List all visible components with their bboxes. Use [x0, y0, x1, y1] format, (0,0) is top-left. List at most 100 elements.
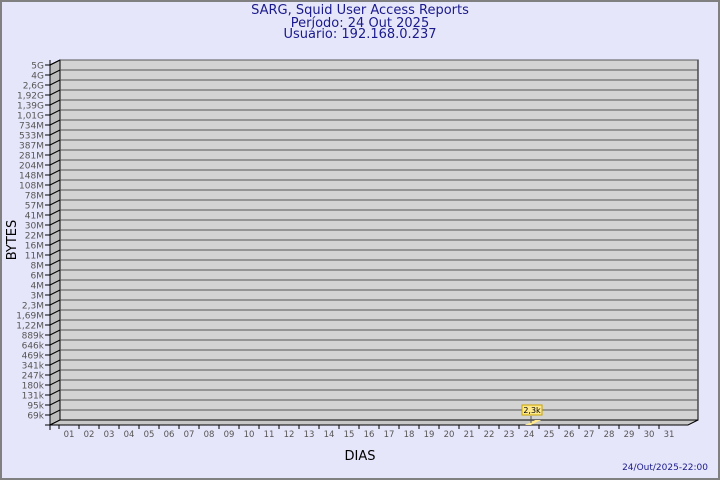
x-tick-label: 22 — [484, 430, 495, 440]
x-tick-label: 21 — [464, 430, 475, 440]
y-tick-label: 734M — [19, 122, 44, 132]
x-tick-label: 13 — [304, 430, 315, 440]
y-tick-connector — [49, 249, 61, 256]
x-tick-label: 18 — [404, 430, 415, 440]
data-label-box — [521, 404, 543, 416]
y-tick-label: 1,92G — [17, 92, 44, 102]
y-axis-label: BYTES — [5, 220, 20, 261]
y-tick-label: 889k — [22, 332, 45, 342]
y-tick-connector — [49, 309, 61, 316]
y-tick-connector — [49, 79, 61, 86]
y-tick-label: 78M — [25, 192, 44, 202]
y-tick-label: 646k — [22, 342, 45, 352]
y-tick-connector — [49, 69, 61, 76]
y-tick-connector — [49, 259, 61, 266]
y-tick-label: 16M — [25, 242, 44, 252]
chart-user: Usuário: 192.168.0.237 — [283, 27, 437, 42]
bar-day-24 — [525, 420, 541, 425]
y-tick-label: 131k — [22, 392, 45, 402]
x-tick-label: 05 — [144, 430, 155, 440]
y-tick-connector — [49, 349, 61, 356]
y-tick-connector — [49, 389, 61, 396]
x-tick-label: 12 — [284, 430, 295, 440]
x-tick-label: 19 — [424, 430, 435, 440]
y-tick-connector — [49, 339, 61, 346]
y-tick-label: 3M — [31, 292, 45, 302]
y-tick-connector — [49, 179, 61, 186]
y-tick-connector — [49, 169, 61, 176]
timestamp: 24/Out/2025-22:00 — [622, 463, 708, 473]
y-tick-label: 2,6G — [23, 82, 44, 92]
x-tick-label: 03 — [104, 430, 115, 440]
y-tick-connector — [49, 119, 61, 126]
y-tick-connector — [49, 229, 61, 236]
x-tick-label: 04 — [124, 430, 135, 440]
plot-floor — [49, 419, 699, 426]
y-tick-connector — [49, 139, 61, 146]
y-tick-connector — [49, 289, 61, 296]
y-tick-label: 180k — [22, 382, 45, 392]
x-tick-label: 31 — [664, 430, 675, 440]
y-tick-label: 30M — [25, 222, 44, 232]
y-tick-label: 281M — [19, 152, 44, 162]
y-tick-label: 41M — [25, 212, 44, 222]
x-tick-label: 15 — [344, 430, 355, 440]
y-tick-connector — [49, 199, 61, 206]
y-tick-connector — [49, 399, 61, 406]
x-tick-label: 01 — [64, 430, 75, 440]
x-tick-label: 11 — [264, 430, 275, 440]
y-tick-connector — [49, 59, 61, 66]
y-tick-label: 148M — [19, 172, 44, 182]
y-tick-connector — [49, 239, 61, 246]
y-tick-connector — [49, 369, 61, 376]
y-tick-label: 6M — [31, 272, 45, 282]
y-tick-label: 8M — [31, 262, 45, 272]
x-tick-label: 28 — [604, 430, 615, 440]
y-tick-label: 57M — [25, 202, 44, 212]
y-tick-label: 1,22M — [16, 322, 44, 332]
x-axis-label: DIAS — [345, 449, 376, 464]
y-tick-label: 247k — [22, 372, 45, 382]
x-tick-label: 29 — [624, 430, 635, 440]
y-tick-label: 1,69M — [16, 312, 44, 322]
x-tick-label: 25 — [544, 430, 555, 440]
y-tick-label: 469k — [22, 352, 45, 362]
y-tick-connector — [49, 109, 61, 116]
y-tick-label: 1,01G — [17, 112, 44, 122]
y-tick-label: 4M — [31, 282, 45, 292]
y-tick-connector — [49, 219, 61, 226]
y-tick-label: 11M — [25, 252, 44, 262]
data-label: 2,3k — [523, 406, 541, 415]
y-tick-connector — [49, 89, 61, 96]
x-tick-label: 07 — [184, 430, 195, 440]
x-tick-label: 16 — [364, 430, 375, 440]
y-tick-label: 533M — [19, 132, 44, 142]
x-tick-label: 09 — [224, 430, 235, 440]
y-tick-label: 5G — [31, 62, 44, 72]
x-tick-label: 23 — [504, 430, 515, 440]
y-tick-connector — [49, 279, 61, 286]
y-tick-label: 204M — [19, 162, 44, 172]
y-tick-label: 69k — [27, 412, 44, 422]
y-tick-connector — [49, 209, 61, 216]
x-tick-label: 26 — [564, 430, 575, 440]
y-tick-connector — [49, 379, 61, 386]
y-tick-label: 22M — [25, 232, 44, 242]
chart-title: SARG, Squid User Access Reports — [251, 3, 469, 18]
x-tick-label: 14 — [324, 430, 335, 440]
y-tick-label: 95k — [27, 402, 44, 412]
x-tick-label: 06 — [164, 430, 175, 440]
x-tick-label: 17 — [384, 430, 395, 440]
y-tick-label: 1,39G — [17, 102, 44, 112]
x-tick-label: 10 — [244, 430, 255, 440]
x-tick-label: 27 — [584, 430, 595, 440]
x-tick-label: 24 — [524, 430, 535, 440]
x-tick-label: 20 — [444, 430, 455, 440]
y-tick-connector — [49, 149, 61, 156]
x-tick-label: 02 — [84, 430, 95, 440]
y-tick-label: 4G — [31, 72, 44, 82]
y-tick-connector — [49, 159, 61, 166]
x-tick-label: 30 — [644, 430, 655, 440]
y-tick-label: 2,3M — [22, 302, 44, 312]
